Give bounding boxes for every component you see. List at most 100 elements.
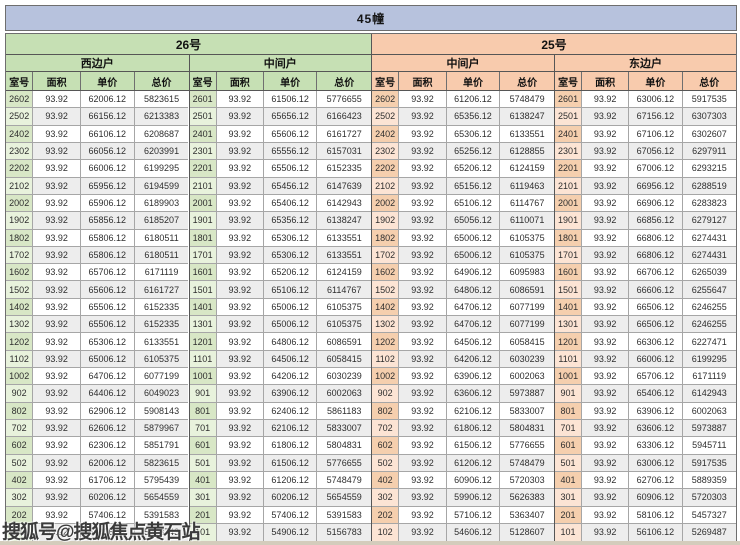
table-row: 601 93.92 61806.12 5804831: [189, 437, 372, 455]
room-cell: 1102: [372, 350, 400, 368]
total-price-cell: 6246255: [682, 316, 736, 334]
total-price-cell: 6189903: [134, 194, 189, 213]
room-cell: 702: [372, 419, 400, 438]
room-cell: 101: [189, 523, 217, 542]
table-row: 2102 93.92 65956.12 6194599: [6, 177, 189, 195]
unit-price-cell: 66906.12: [629, 194, 683, 213]
area-cell: 93.92: [216, 385, 264, 403]
table-row: 1102 93.92 64206.12 6030239: [372, 350, 554, 368]
room-cell: 1501: [555, 281, 583, 299]
area-cell: 93.92: [582, 506, 630, 524]
room-cell: 602: [6, 437, 34, 455]
total-price-cell: 5203743: [134, 523, 189, 542]
table-row: 1401 93.92 65006.12 6105375: [189, 298, 372, 317]
total-price-cell: 6185207: [134, 212, 189, 230]
area-cell: 93.92: [582, 91, 630, 109]
area-cell: 93.92: [582, 333, 630, 351]
area-cell: 93.92: [399, 437, 447, 455]
unit-price-cell: 62006.12: [80, 91, 135, 109]
group-header-middle: 中间户: [372, 55, 554, 72]
unit-price-cell: 65406.12: [629, 385, 683, 403]
room-cell: 2201: [189, 160, 217, 178]
total-price-cell: 6119463: [500, 177, 554, 195]
room-cell: 2602: [6, 91, 34, 109]
unit-price-cell: 66006.12: [629, 350, 683, 368]
total-price-cell: 5823615: [134, 454, 189, 472]
total-price-cell: 5776655: [317, 454, 371, 472]
room-cell: 2501: [555, 108, 583, 126]
group-25-east: 东边户 室号 面积 单价 总价 2601 93.92 63006.12 5917535…: [554, 55, 736, 542]
total-price-cell: 6302607: [682, 125, 736, 143]
table-row: 1202 93.92 65306.12 6133551: [6, 333, 189, 351]
total-price-cell: 5889359: [682, 471, 736, 490]
table-row: 201 93.92 58106.12 5457327: [555, 506, 736, 524]
area-cell: 93.92: [582, 368, 630, 386]
unit-price-cell: 63606.12: [446, 385, 501, 403]
rows-25-east: 2601 93.92 63006.12 5917535 2501 93.92 67156.1…: [555, 91, 736, 542]
room-cell: 402: [372, 471, 400, 490]
room-cell: 102: [6, 523, 34, 542]
total-price-cell: 6161727: [317, 125, 371, 143]
area-cell: 93.92: [399, 385, 447, 403]
room-cell: 2102: [6, 177, 34, 195]
unit-price-cell: 62606.12: [80, 419, 135, 438]
unit-price-cell: 65906.12: [80, 194, 135, 213]
table-row: 901 93.92 65406.12 6142943: [555, 385, 736, 403]
room-cell: 1902: [372, 212, 400, 230]
table-row: 1702 93.92 65006.12 6105375: [372, 246, 554, 265]
table-row: 2301 93.92 65556.12 6157031: [189, 142, 372, 161]
table-row: 2602 93.92 62006.12 5823615: [6, 91, 189, 109]
unit-price-cell: 65106.12: [263, 281, 318, 299]
table-row: 1001 93.92 64206.12 6030239: [189, 368, 372, 386]
table-row: 2402 93.92 66106.12 6208687: [6, 125, 189, 143]
area-cell: 93.92: [33, 264, 81, 282]
total-price-cell: 5804831: [500, 419, 554, 438]
room-cell: 302: [372, 489, 400, 507]
table-row: 202 93.92 57406.12 5391583: [6, 506, 189, 524]
table-row: 702 93.92 62606.12 5879967: [6, 419, 189, 438]
total-price-cell: 6293215: [682, 160, 736, 178]
area-cell: 93.92: [33, 385, 81, 403]
table-row: 2101 93.92 65456.12 6147639: [189, 177, 372, 195]
section-building-26: 26号 西边户 室号 面积 单价 总价 2602 93.92 62006.12 582…: [6, 34, 372, 542]
room-cell: 1602: [6, 264, 34, 282]
total-price-cell: 6077199: [500, 298, 554, 317]
unit-price-cell: 63006.12: [629, 454, 683, 472]
area-cell: 93.92: [582, 125, 630, 143]
table-row: 1201 93.92 64806.12 6086591: [189, 333, 372, 351]
room-cell: 2002: [372, 194, 400, 213]
area-cell: 93.92: [399, 142, 447, 161]
total-price-cell: 6086591: [500, 281, 554, 299]
total-price-cell: 6058415: [317, 350, 371, 368]
unit-price-cell: 65306.12: [446, 125, 501, 143]
room-cell: 1001: [555, 368, 583, 386]
room-cell: 302: [6, 489, 34, 507]
total-price-cell: 6105375: [317, 316, 371, 334]
room-cell: 502: [372, 454, 400, 472]
room-cell: 2001: [189, 194, 217, 213]
area-cell: 93.92: [33, 350, 81, 368]
total-price-cell: 5945711: [682, 437, 736, 455]
area-cell: 93.92: [399, 229, 447, 247]
room-cell: 1002: [6, 368, 34, 386]
room-cell: 1201: [189, 333, 217, 351]
room-cell: 2301: [189, 142, 217, 161]
area-cell: 93.92: [33, 160, 81, 178]
unit-price-cell: 67006.12: [629, 160, 683, 178]
total-price-cell: 5748479: [500, 454, 554, 472]
room-cell: 201: [189, 506, 217, 524]
area-cell: 93.92: [399, 454, 447, 472]
table-row: 902 93.92 63606.12 5973887: [372, 385, 554, 403]
total-price-cell: 6255647: [682, 281, 736, 299]
table-row: 301 93.92 60206.12 5654559: [189, 489, 372, 507]
table-row: 2401 93.92 65606.12 6161727: [189, 125, 372, 143]
room-cell: 601: [189, 437, 217, 455]
total-price-cell: 5917535: [682, 91, 736, 109]
table-row: 201 93.92 57406.12 5391583: [189, 506, 372, 524]
rows-26-west: 2602 93.92 62006.12 5823615 2502 93.92 66156.1…: [6, 91, 189, 542]
total-price-cell: 6002063: [317, 385, 371, 403]
room-cell: 1201: [555, 333, 583, 351]
total-price-cell: 6095983: [500, 264, 554, 282]
area-cell: 93.92: [33, 229, 81, 247]
